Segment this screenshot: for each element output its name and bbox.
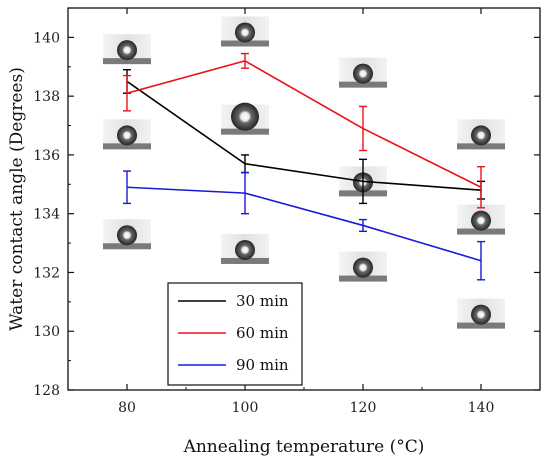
droplet-image bbox=[221, 16, 269, 47]
droplet-image bbox=[103, 219, 151, 250]
y-axis-title: Water contact angle (Degrees) bbox=[7, 67, 27, 331]
plot-frame bbox=[67, 7, 541, 391]
droplet bbox=[353, 63, 373, 84]
droplet bbox=[231, 102, 259, 131]
droplet bbox=[353, 257, 373, 278]
x-tick-label: 140 bbox=[468, 400, 495, 416]
droplet-substrate bbox=[103, 58, 151, 65]
x-axis-title: Annealing temperature (°C) bbox=[183, 437, 425, 457]
droplet-image bbox=[339, 251, 387, 282]
droplet bbox=[117, 125, 137, 146]
series-layer bbox=[123, 52, 485, 281]
series-30-min bbox=[123, 69, 485, 205]
legend-label: 30 min bbox=[236, 292, 289, 310]
droplet bbox=[471, 210, 491, 231]
droplet-image bbox=[457, 204, 505, 235]
droplet-images bbox=[103, 16, 505, 329]
y-tick-label: 140 bbox=[33, 30, 60, 46]
axes-layer: 80 100 120 140 128 130 132 134 136 138 140 bbox=[33, 7, 540, 416]
y-tick-label: 132 bbox=[33, 265, 60, 281]
droplet-image bbox=[339, 57, 387, 88]
droplet-image bbox=[103, 34, 151, 65]
droplet bbox=[117, 225, 137, 246]
droplet-substrate bbox=[103, 243, 151, 250]
series-line bbox=[126, 60, 482, 188]
droplet-substrate bbox=[457, 322, 505, 329]
droplet-substrate bbox=[339, 81, 387, 88]
droplet-substrate bbox=[457, 228, 505, 235]
droplet bbox=[235, 239, 255, 260]
x-tick-label: 100 bbox=[232, 400, 259, 416]
legend: 30 min 60 min 90 min bbox=[167, 282, 303, 386]
droplet-image bbox=[457, 119, 505, 150]
series-90-min bbox=[123, 170, 485, 281]
droplet-substrate bbox=[103, 143, 151, 150]
droplet-substrate bbox=[339, 275, 387, 282]
droplet-substrate bbox=[221, 257, 269, 264]
x-tick-label: 80 bbox=[118, 400, 136, 416]
y-tick-label: 128 bbox=[33, 383, 60, 399]
series-line bbox=[126, 80, 482, 191]
droplet-substrate bbox=[457, 143, 505, 150]
droplet-image bbox=[103, 119, 151, 150]
y-tick-label: 130 bbox=[33, 324, 60, 340]
droplet-image bbox=[457, 298, 505, 329]
series-60-min bbox=[123, 52, 485, 209]
y-tick-label: 134 bbox=[33, 207, 60, 223]
droplet bbox=[235, 22, 255, 43]
droplet-image bbox=[221, 233, 269, 264]
y-tick-label: 138 bbox=[33, 89, 60, 105]
droplet-substrate bbox=[221, 40, 269, 47]
legend-box bbox=[167, 282, 303, 386]
y-tick-label: 136 bbox=[33, 148, 60, 164]
droplet-image bbox=[221, 102, 269, 135]
legend-label: 60 min bbox=[236, 324, 289, 342]
droplet bbox=[471, 304, 491, 325]
x-tick-label: 120 bbox=[350, 400, 377, 416]
droplet-substrate bbox=[221, 128, 269, 135]
series-line bbox=[126, 186, 482, 262]
droplet bbox=[471, 125, 491, 146]
legend-label: 90 min bbox=[236, 356, 289, 374]
droplet bbox=[117, 40, 137, 61]
